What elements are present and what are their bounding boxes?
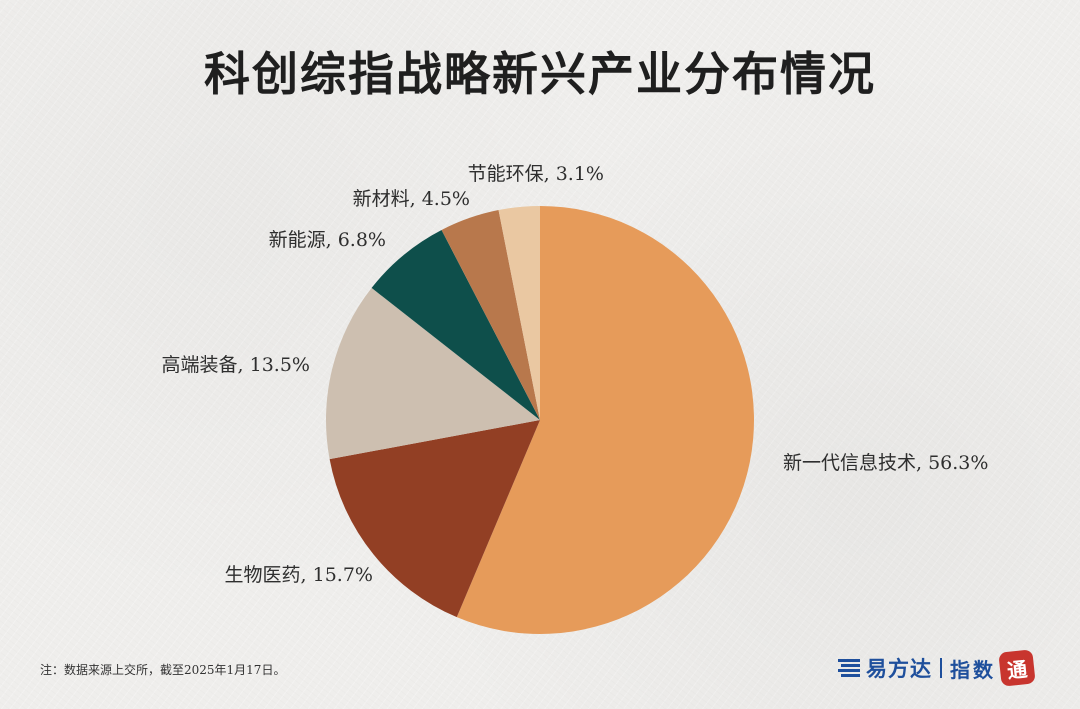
footnote: 注：数据来源上交所，截至2025年1月17日。 bbox=[40, 663, 286, 677]
pie-slice-1 bbox=[456, 206, 755, 635]
pie-labels: 新一代信息技术, 56.3% 生物医药, 15.7% 高端装备, 13.5% 新能源,… bbox=[162, 163, 989, 586]
pie-slice-3 bbox=[325, 287, 540, 460]
brand-divider bbox=[940, 658, 942, 678]
slice-label-2: 生物医药, 15.7% bbox=[225, 564, 373, 586]
slice-label-6: 节能环保, 3.1% bbox=[468, 163, 604, 185]
brand-subtitle: 指数 bbox=[950, 657, 996, 682]
slice-label-5: 新材料, 4.5% bbox=[353, 188, 470, 210]
pie-slice-4 bbox=[371, 229, 540, 420]
brand-seal: 通 bbox=[998, 649, 1036, 687]
slice-label-4: 新能源, 6.8% bbox=[269, 229, 386, 251]
slice-label-3: 高端装备, 13.5% bbox=[162, 354, 310, 376]
chart-title: 科创综指战略新兴产业分布情况 bbox=[204, 47, 876, 101]
pie-slice-6 bbox=[498, 206, 540, 420]
brand-logo: 易方达 指数 通 bbox=[838, 648, 1048, 688]
brand-stripes-icon bbox=[838, 659, 860, 677]
pie-slice-2 bbox=[329, 420, 540, 618]
brand-name: 易方达 bbox=[866, 657, 932, 681]
slice-label-1: 新一代信息技术, 56.3% bbox=[783, 452, 988, 474]
pie-slices bbox=[325, 206, 755, 635]
pie-slice-5 bbox=[441, 210, 540, 420]
